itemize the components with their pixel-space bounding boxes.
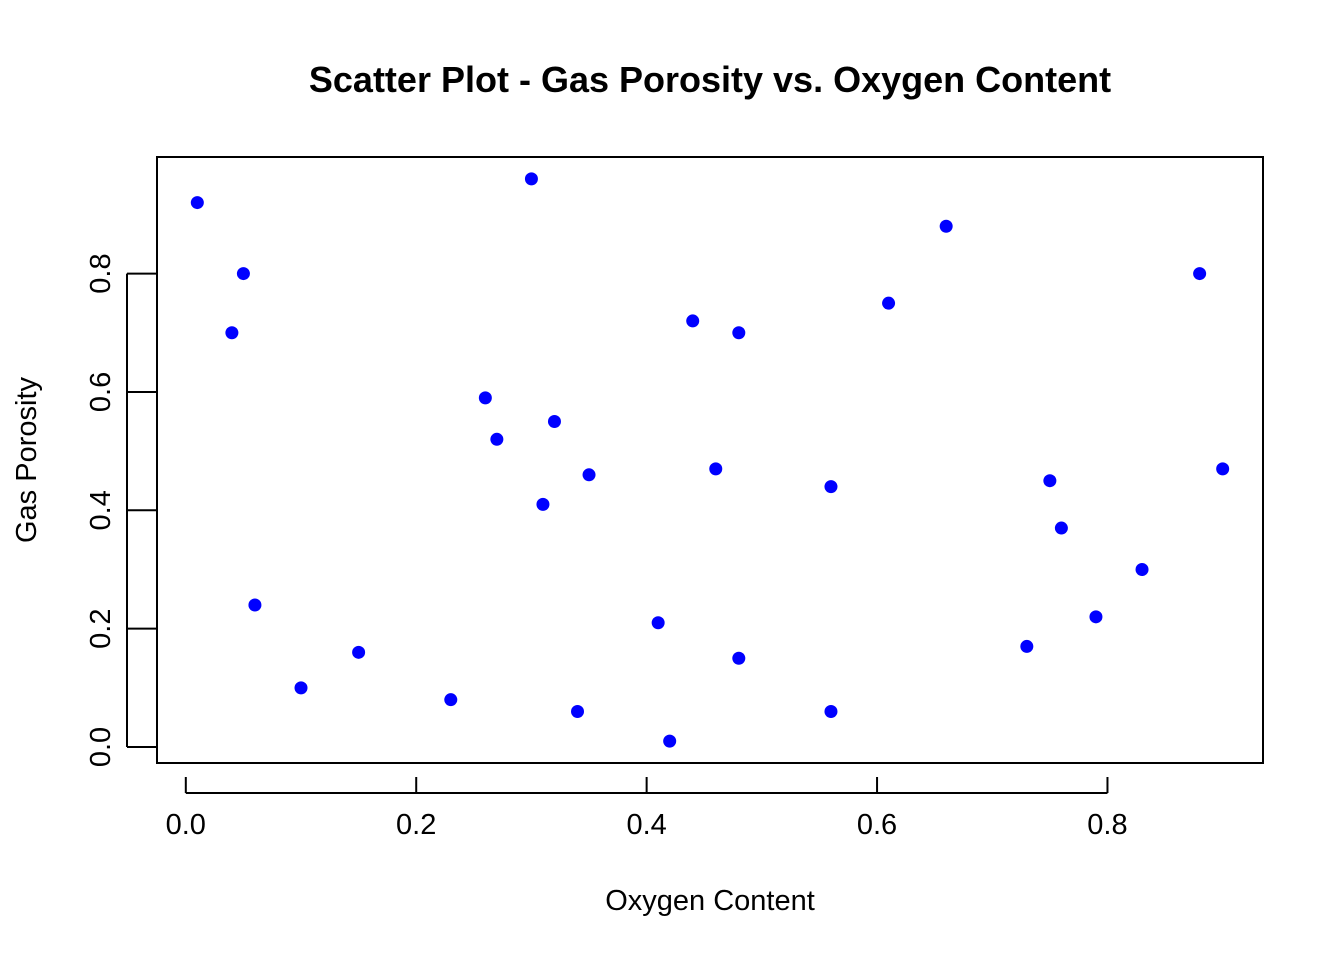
- x-axis: 0.0 0.2 0.4 0.6 0.8: [166, 777, 1128, 841]
- x-tick-label: 0.8: [1087, 809, 1127, 841]
- data-point: [1193, 267, 1207, 281]
- data-point: [490, 432, 504, 446]
- data-point: [225, 326, 239, 340]
- data-point: [1135, 562, 1149, 576]
- x-tick-label: 0.4: [626, 809, 666, 841]
- data-point: [824, 705, 838, 719]
- data-point: [444, 693, 458, 707]
- data-point: [651, 616, 665, 630]
- data-point: [190, 196, 204, 210]
- y-tick-label: 0.8: [85, 253, 117, 293]
- data-point: [663, 734, 677, 748]
- data-point: [1054, 521, 1068, 535]
- chart-title: Scatter Plot - Gas Porosity vs. Oxygen C…: [309, 59, 1111, 100]
- data-point: [732, 651, 746, 665]
- data-point: [478, 391, 492, 405]
- data-point: [1216, 462, 1230, 476]
- data-point: [582, 468, 596, 482]
- data-point: [1043, 474, 1057, 488]
- data-point: [547, 415, 561, 429]
- y-tick-label: 0.2: [85, 608, 117, 648]
- data-point: [236, 267, 250, 281]
- data-point: [352, 645, 366, 659]
- data-point: [1089, 610, 1103, 624]
- y-tick-label: 0.0: [85, 727, 117, 767]
- data-point: [248, 598, 262, 612]
- data-point: [732, 326, 746, 340]
- data-point: [709, 462, 723, 476]
- x-tick-label: 0.2: [396, 809, 436, 841]
- plot-frame: [156, 156, 1264, 764]
- data-point: [536, 497, 550, 511]
- x-tick-label: 0.0: [166, 809, 206, 841]
- y-axis-label: Gas Porosity: [11, 377, 43, 543]
- x-axis-label: Oxygen Content: [605, 885, 815, 917]
- y-axis: 0.0 0.2 0.4 0.6 0.8: [85, 253, 157, 767]
- data-point: [686, 314, 700, 328]
- data-point: [939, 219, 953, 233]
- data-point: [294, 681, 308, 695]
- data-point: [571, 705, 585, 719]
- data-point: [524, 172, 538, 186]
- data-point: [1020, 639, 1034, 653]
- data-points: [190, 172, 1230, 748]
- y-tick-label: 0.6: [85, 372, 117, 412]
- y-tick-label: 0.4: [85, 490, 117, 530]
- data-point: [882, 296, 896, 310]
- data-point: [824, 480, 838, 494]
- x-tick-label: 0.6: [857, 809, 897, 841]
